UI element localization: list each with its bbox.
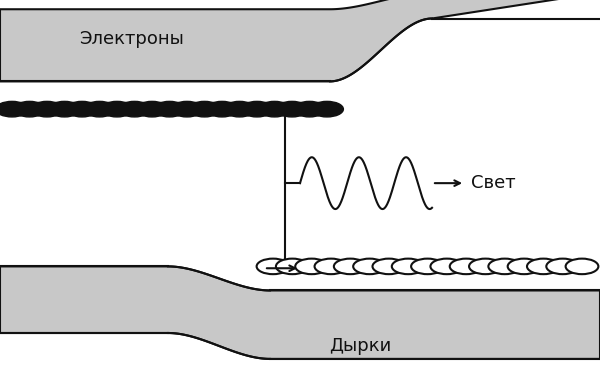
Ellipse shape	[83, 101, 116, 117]
Ellipse shape	[258, 101, 291, 117]
Ellipse shape	[411, 259, 444, 274]
Ellipse shape	[170, 101, 203, 117]
Ellipse shape	[566, 259, 598, 274]
Text: Электроны: Электроны	[80, 30, 184, 48]
Ellipse shape	[257, 259, 289, 274]
Ellipse shape	[31, 101, 64, 117]
Ellipse shape	[276, 259, 308, 274]
Ellipse shape	[508, 259, 541, 274]
Ellipse shape	[392, 259, 425, 274]
Ellipse shape	[353, 259, 386, 274]
Text: Дырки: Дырки	[329, 337, 391, 355]
Ellipse shape	[0, 101, 28, 117]
Polygon shape	[0, 0, 600, 81]
Ellipse shape	[334, 259, 367, 274]
Polygon shape	[0, 266, 600, 359]
Ellipse shape	[450, 259, 482, 274]
Ellipse shape	[136, 101, 169, 117]
Ellipse shape	[430, 259, 463, 274]
Ellipse shape	[314, 259, 347, 274]
Ellipse shape	[153, 101, 186, 117]
Text: Свет: Свет	[471, 174, 515, 192]
Ellipse shape	[65, 101, 98, 117]
Ellipse shape	[223, 101, 256, 117]
Ellipse shape	[469, 259, 502, 274]
Ellipse shape	[101, 101, 133, 117]
Ellipse shape	[488, 259, 521, 274]
Ellipse shape	[527, 259, 560, 274]
Ellipse shape	[373, 259, 405, 274]
Ellipse shape	[311, 101, 343, 117]
Ellipse shape	[48, 101, 81, 117]
Ellipse shape	[295, 259, 328, 274]
Ellipse shape	[206, 101, 238, 117]
Ellipse shape	[118, 101, 151, 117]
Ellipse shape	[293, 101, 326, 117]
Ellipse shape	[547, 259, 579, 274]
Ellipse shape	[241, 101, 274, 117]
Ellipse shape	[275, 101, 308, 117]
Ellipse shape	[188, 101, 221, 117]
Ellipse shape	[13, 101, 46, 117]
